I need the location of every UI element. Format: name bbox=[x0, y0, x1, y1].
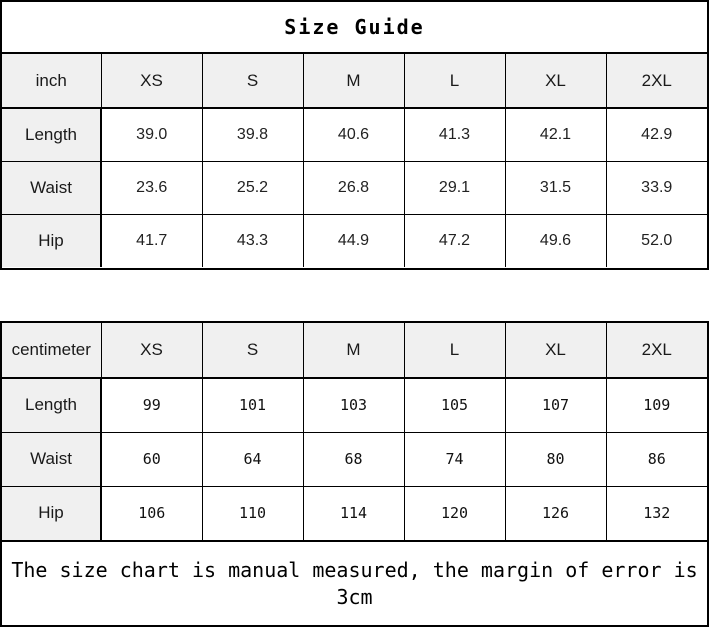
centimeter-size-table: centimeter XS S M L XL 2XL Length 99 101… bbox=[2, 323, 707, 540]
table-cell: 26.8 bbox=[302, 160, 405, 215]
table-cell: 31.5 bbox=[504, 160, 607, 215]
column-header: 2XL bbox=[605, 54, 707, 109]
column-header: 2XL bbox=[605, 323, 707, 379]
inch-size-panel: Size Guide inch XS S M L XL 2XL Length 3… bbox=[0, 0, 709, 270]
table-row-waist: Waist 23.6 25.2 26.8 29.1 31.5 33.9 bbox=[2, 160, 707, 215]
table-cell: 60 bbox=[100, 431, 203, 487]
table-row-waist: Waist 60 64 68 74 80 86 bbox=[2, 431, 707, 487]
table-cell: 101 bbox=[201, 377, 304, 433]
table-cell: 41.7 bbox=[100, 213, 203, 267]
table-row-hip: Hip 41.7 43.3 44.9 47.2 49.6 52.0 bbox=[2, 213, 707, 267]
column-header: L bbox=[403, 323, 506, 379]
centimeter-size-panel: centimeter XS S M L XL 2XL Length 99 101… bbox=[0, 321, 709, 627]
table-cell: 80 bbox=[504, 431, 607, 487]
table-cell: 44.9 bbox=[302, 213, 405, 267]
table-cell: 40.6 bbox=[302, 107, 405, 162]
table-row-hip: Hip 106 110 114 120 126 132 bbox=[2, 485, 707, 540]
table-cell: 74 bbox=[403, 431, 506, 487]
row-label: Hip bbox=[2, 213, 102, 267]
column-header: XS bbox=[100, 323, 203, 379]
page-title: Size Guide bbox=[2, 2, 707, 54]
table-cell: 64 bbox=[201, 431, 304, 487]
row-label: Length bbox=[2, 377, 102, 433]
table-cell: 99 bbox=[100, 377, 203, 433]
table-row-length: Length 99 101 103 105 107 109 bbox=[2, 377, 707, 433]
table-cell: 23.6 bbox=[100, 160, 203, 215]
cm-table-header-row: centimeter XS S M L XL 2XL bbox=[2, 323, 707, 379]
table-cell: 109 bbox=[605, 377, 707, 433]
column-header: XS bbox=[100, 54, 203, 109]
column-header: S bbox=[201, 323, 304, 379]
table-cell: 106 bbox=[100, 485, 203, 540]
footer-note-line-1: The size chart is manual measured, the m… bbox=[11, 557, 698, 582]
column-header: S bbox=[201, 54, 304, 109]
table-cell: 49.6 bbox=[504, 213, 607, 267]
table-cell: 39.8 bbox=[201, 107, 304, 162]
table-cell: 86 bbox=[605, 431, 707, 487]
column-header: XL bbox=[504, 54, 607, 109]
row-label: Waist bbox=[2, 431, 102, 487]
column-header: L bbox=[403, 54, 506, 109]
table-cell: 42.1 bbox=[504, 107, 607, 162]
table-cell: 43.3 bbox=[201, 213, 304, 267]
table-cell: 33.9 bbox=[605, 160, 707, 215]
footer-note-line-2: 3cm bbox=[336, 584, 373, 609]
table-cell: 41.3 bbox=[403, 107, 506, 162]
footer-note: The size chart is manual measured, the m… bbox=[2, 540, 707, 625]
table-cell: 107 bbox=[504, 377, 607, 433]
row-label: Waist bbox=[2, 160, 102, 215]
table-cell: 29.1 bbox=[403, 160, 506, 215]
unit-header: inch bbox=[2, 54, 102, 109]
table-cell: 68 bbox=[302, 431, 405, 487]
table-cell: 105 bbox=[403, 377, 506, 433]
table-cell: 39.0 bbox=[100, 107, 203, 162]
table-row-length: Length 39.0 39.8 40.6 41.3 42.1 42.9 bbox=[2, 107, 707, 162]
column-header: M bbox=[302, 323, 405, 379]
table-cell: 42.9 bbox=[605, 107, 707, 162]
table-cell: 132 bbox=[605, 485, 707, 540]
table-cell: 114 bbox=[302, 485, 405, 540]
row-label: Length bbox=[2, 107, 102, 162]
column-header: M bbox=[302, 54, 405, 109]
table-cell: 103 bbox=[302, 377, 405, 433]
column-header: XL bbox=[504, 323, 607, 379]
table-cell: 25.2 bbox=[201, 160, 304, 215]
unit-header: centimeter bbox=[2, 323, 102, 379]
table-cell: 52.0 bbox=[605, 213, 707, 267]
table-cell: 120 bbox=[403, 485, 506, 540]
table-cell: 126 bbox=[504, 485, 607, 540]
row-label: Hip bbox=[2, 485, 102, 540]
table-cell: 47.2 bbox=[403, 213, 506, 267]
table-cell: 110 bbox=[201, 485, 304, 540]
inch-size-table: inch XS S M L XL 2XL Length 39.0 39.8 40… bbox=[2, 54, 707, 267]
inch-table-header-row: inch XS S M L XL 2XL bbox=[2, 54, 707, 109]
